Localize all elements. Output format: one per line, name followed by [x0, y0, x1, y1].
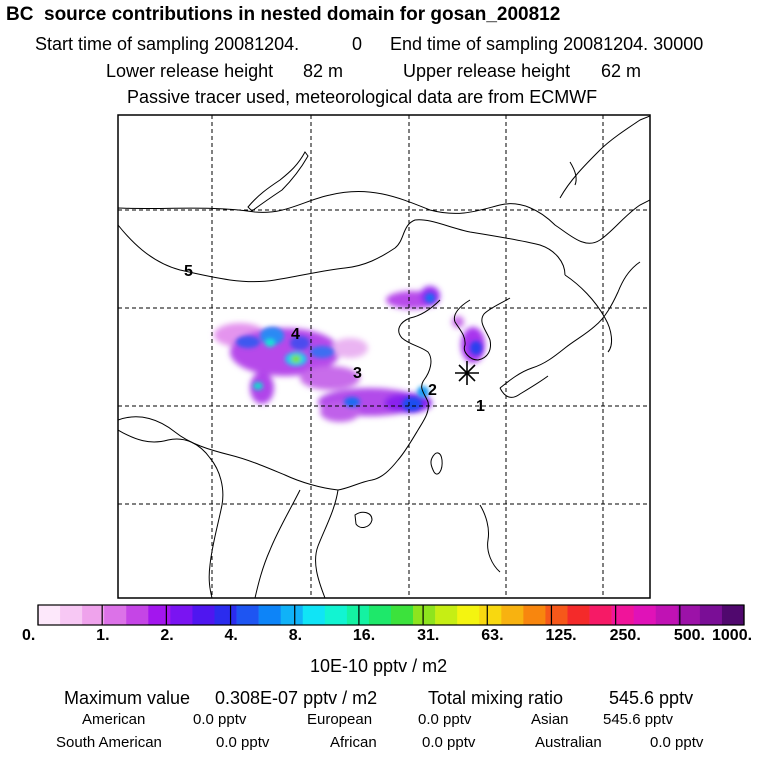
colorbar-cell [346, 605, 370, 625]
plot-title: BC source contributions in nested domain… [6, 4, 561, 25]
asterisk-receptor-icon [455, 361, 479, 385]
region-american-value: 0.0 pptv [193, 711, 247, 728]
colorbar-tick-label: 500. [673, 627, 705, 644]
end-time-label: End time of sampling 20081204. 30000 [390, 34, 704, 54]
start-time-value: 0 [352, 34, 363, 54]
coastlines [118, 115, 650, 598]
start-time-label: Start time of sampling 20081204. [35, 34, 300, 54]
region-marker-5: 5 [184, 263, 193, 280]
colorbar-cell [567, 605, 590, 625]
colorbar-tick-label: 1. [96, 627, 110, 644]
colorbar-tick-label: 1000. [712, 627, 753, 644]
colorbar-cell [368, 605, 392, 625]
colorbar-tick-label: 63. [481, 627, 504, 644]
colorbar-cell [391, 605, 414, 625]
colorbar-cell [413, 605, 436, 625]
colorbar-cell [82, 605, 105, 625]
colorbar-cell [545, 605, 568, 625]
colorbar-cell [236, 605, 259, 625]
region-american-name: American [82, 711, 146, 728]
colorbar-cell [324, 605, 348, 625]
region-european-name: European [307, 711, 373, 728]
colorbar-tick-label: 8. [288, 627, 303, 644]
colorbar-tick-label: 4. [224, 627, 238, 644]
colorbar-cell [501, 605, 524, 625]
region-marker-1: 1 [476, 398, 485, 415]
contribution-field [214, 286, 485, 422]
colorbar-cell [280, 605, 304, 625]
total-mixing-ratio-label: Total mixing ratio [428, 688, 564, 708]
colorbar-cell [435, 605, 458, 625]
colorbar-cell [677, 605, 701, 625]
colorbar-tick-label: 0. [22, 627, 36, 644]
upper-release-value: 62 m [601, 61, 642, 81]
colorbar-cell [457, 605, 480, 625]
colorbar-cell [38, 605, 61, 625]
region-european-value: 0.0 pptv [418, 711, 472, 728]
colorbar-cell [302, 605, 326, 625]
colorbar-cell [655, 605, 679, 625]
max-value: 0.308E-07 pptv / m2 [215, 688, 378, 708]
colorbar-cell [479, 605, 502, 625]
colorbar-cell [148, 605, 171, 625]
colorbar-cell [192, 605, 215, 625]
colorbar-cell [126, 605, 149, 625]
map-border [117, 114, 651, 599]
tracer-info: Passive tracer used, meteorological data… [127, 87, 598, 107]
region-asian-name: Asian [531, 711, 569, 728]
colorbar-cell [523, 605, 546, 625]
region-asian-value: 545.6 pptv [603, 711, 674, 728]
region-marker-2: 2 [428, 382, 437, 399]
colorbar-unit: 10E-10 pptv / m2 [310, 656, 448, 676]
colorbar-cell [699, 605, 723, 625]
colorbar-cell [258, 605, 281, 625]
colorbar-cell [589, 605, 612, 625]
colorbar-cell [611, 605, 634, 625]
colorbar-tick-label: 16. [352, 627, 376, 644]
colorbar-tick-label: 250. [609, 627, 641, 644]
colorbar-cell [721, 605, 745, 625]
colorbar-cell [104, 605, 127, 625]
region-south-american-value: 0.0 pptv [216, 734, 270, 751]
lat-lon-grid [118, 115, 650, 598]
colorbar-cell [633, 605, 657, 625]
lower-release-label: Lower release height [106, 61, 274, 81]
lower-release-value: 82 m [303, 61, 344, 81]
region-australian-name: Australian [535, 734, 602, 751]
colorbar-tick-label: 125. [545, 627, 577, 644]
colorbar-cell [60, 605, 83, 625]
colorbar-tick-label: 31. [417, 627, 440, 644]
colorbar-tick-label: 2. [160, 627, 174, 644]
total-mixing-ratio-value: 545.6 pptv [609, 688, 694, 708]
region-marker-4: 4 [291, 326, 300, 343]
max-value-label: Maximum value [64, 688, 191, 708]
upper-release-label: Upper release height [403, 61, 571, 81]
region-african-name: African [330, 734, 377, 751]
colorbar-cell [170, 605, 193, 625]
colorbar-cell [214, 605, 237, 625]
region-african-value: 0.0 pptv [422, 734, 476, 751]
region-marker-3: 3 [353, 365, 362, 382]
region-south-american-name: South American [56, 734, 162, 751]
region-australian-value: 0.0 pptv [650, 734, 704, 751]
